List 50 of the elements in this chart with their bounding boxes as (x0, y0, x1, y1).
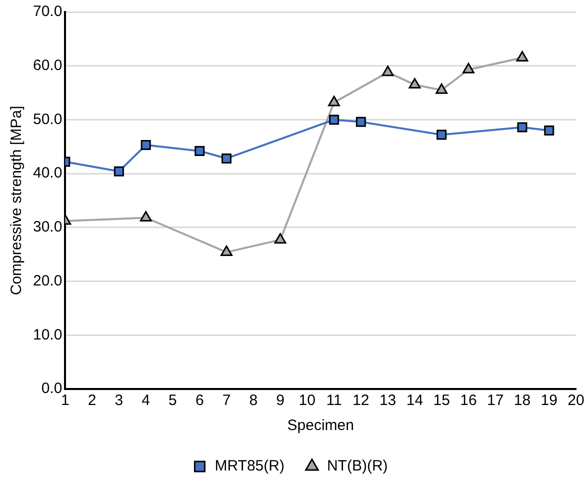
x-tick-label: 12 (352, 392, 370, 410)
point (356, 116, 366, 127)
x-tick-label: 5 (168, 392, 177, 410)
point (222, 154, 232, 164)
y-tick-label: 40.0 (32, 164, 62, 182)
point (544, 125, 554, 136)
x-tick-label: 16 (460, 392, 477, 410)
point (114, 166, 124, 176)
x-tick-label: 10 (298, 392, 316, 410)
x-tick-label: 20 (568, 392, 584, 410)
x-tick-label: 11 (326, 392, 342, 410)
x-axis-title: Specimen (287, 417, 354, 434)
y-tick-label: 50.0 (32, 110, 62, 128)
x-tick-label: 4 (142, 392, 150, 410)
y-tick-label: 0.0 (41, 380, 62, 398)
point (516, 51, 528, 62)
y-tick-label: 70.0 (32, 3, 62, 20)
y-tick-label: 10.0 (32, 326, 62, 344)
x-tick-label: 13 (379, 392, 396, 410)
x-tick-label: 6 (195, 392, 204, 410)
point (220, 245, 232, 256)
x-tick-label: 2 (88, 392, 96, 410)
y-tick-label: 30.0 (32, 218, 62, 236)
point (194, 146, 205, 156)
point (408, 78, 421, 88)
x-tick-label: 19 (540, 392, 558, 410)
point (517, 122, 528, 132)
x-tick-label: 7 (222, 392, 231, 410)
legend-label: MRT85(R) (214, 458, 284, 475)
point (140, 210, 152, 222)
point (140, 140, 151, 150)
y-tick-label: 60.0 (32, 57, 62, 74)
point (436, 83, 448, 94)
x-tick-label: 18 (514, 392, 531, 410)
point (329, 114, 340, 125)
point (328, 96, 340, 106)
point (382, 66, 394, 76)
x-tick-label: 15 (433, 392, 450, 410)
point (436, 130, 447, 140)
x-tick-label: 1 (61, 392, 70, 410)
x-tick-label: 14 (406, 392, 424, 410)
x-tick-label: 3 (114, 392, 124, 410)
x-tick-label: 17 (487, 392, 504, 410)
y-tick-label: 20.0 (32, 272, 62, 290)
point (462, 62, 474, 74)
x-tick-label: 9 (276, 392, 284, 410)
x-tick-label: 8 (249, 392, 258, 410)
legend-label: NT(B)(R) (326, 458, 388, 475)
y-axis-title: Compressive strength [MPa] (8, 106, 26, 296)
point (274, 233, 286, 244)
